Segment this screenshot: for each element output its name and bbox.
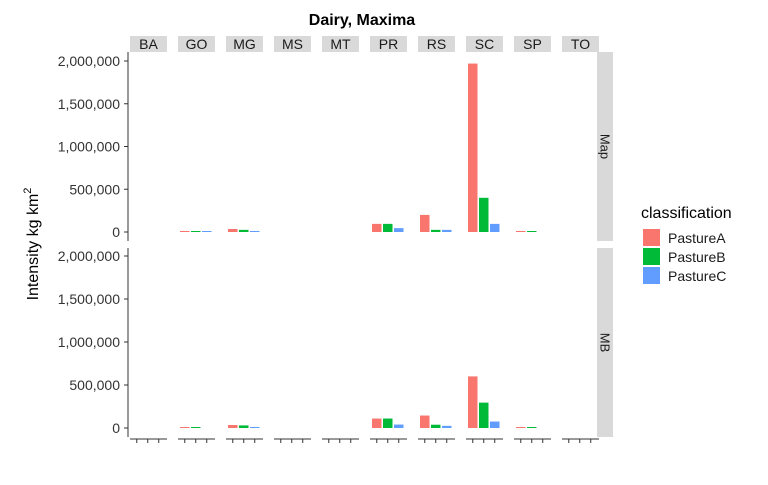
facet-label-PR: PR — [379, 36, 398, 52]
bar-Map-SC-PastureC — [490, 223, 500, 232]
legend-swatch-PastureC — [643, 267, 660, 284]
y-axis-label-superscript: 2 — [22, 188, 34, 194]
bar-MB-RS-PastureC — [442, 425, 452, 428]
bar-Map-MG-PastureA — [228, 229, 238, 232]
bar-MB-RS-PastureA — [420, 415, 430, 428]
y-tick-label: 0 — [112, 224, 120, 240]
y-tick-label: 1,000,000 — [58, 334, 120, 350]
bar-MB-RS-PastureB — [431, 424, 441, 428]
facet-label-GO: GO — [186, 36, 208, 52]
bar-MB-MG-PastureB — [239, 425, 249, 428]
facet-label-SC: SC — [475, 36, 494, 52]
bar-MB-MG-PastureA — [228, 424, 238, 428]
row-strip-MB — [597, 248, 613, 437]
legend-label-PastureB: PastureB — [668, 249, 726, 265]
y-axis-label-text: Intensity kg km — [25, 194, 42, 301]
bar-Map-PR-PastureC — [394, 228, 404, 232]
bar-MB-PR-PastureC — [394, 424, 404, 428]
bar-Map-MG-PastureB — [239, 229, 249, 232]
legend-swatch-PastureA — [643, 229, 660, 246]
legend-label-PastureA: PastureA — [668, 230, 726, 246]
bar-Map-SC-PastureA — [468, 63, 478, 232]
bar-MB-GO-PastureB — [191, 427, 201, 428]
bar-Map-RS-PastureC — [442, 229, 452, 232]
facet-label-MT: MT — [330, 36, 351, 52]
facet-strip-TO — [562, 36, 599, 52]
facet-strip-MS — [274, 36, 311, 52]
row-label-MB: MB — [598, 333, 613, 353]
facet-strip-GO — [178, 36, 215, 52]
bar-Map-GO-PastureA — [180, 231, 190, 232]
bar-MB-SC-PastureB — [479, 402, 489, 428]
facet-label-MS: MS — [282, 36, 303, 52]
y-tick-label: 1,500,000 — [58, 291, 120, 307]
facet-strip-SC — [466, 36, 503, 52]
y-tick-label: 1,500,000 — [58, 96, 120, 112]
facet-strip-BA — [130, 36, 167, 52]
legend-title: classification — [641, 205, 732, 222]
bar-MB-PR-PastureA — [372, 418, 382, 428]
bar-MB-SP-PastureA — [516, 427, 526, 428]
facet-strip-RS — [418, 36, 455, 52]
y-tick-label: 500,000 — [69, 377, 120, 393]
facet-label-SP: SP — [523, 36, 542, 52]
bar-Map-GO-PastureC — [202, 231, 212, 232]
bar-Map-SC-PastureB — [479, 197, 489, 232]
facet-strip-MT — [322, 36, 359, 52]
y-tick-label: 1,000,000 — [58, 139, 120, 155]
facet-label-RS: RS — [427, 36, 446, 52]
row-strip-Map — [597, 52, 613, 241]
bar-Map-SP-PastureA — [516, 231, 526, 232]
facet-label-BA: BA — [139, 36, 158, 52]
y-tick-label: 2,000,000 — [58, 248, 120, 264]
y-tick-label: 2,000,000 — [58, 53, 120, 69]
legend-label-PastureC: PastureC — [668, 268, 726, 284]
bar-Map-GO-PastureB — [191, 231, 201, 232]
y-axis-label: Intensity kg km2 — [22, 188, 42, 301]
bar-Map-PR-PastureB — [383, 223, 393, 232]
bar-MB-SC-PastureC — [490, 421, 500, 428]
chart-title: Dairy, Maxima — [309, 12, 416, 29]
bar-MB-SC-PastureA — [468, 376, 478, 428]
facet-strip-SP — [514, 36, 551, 52]
bar-MB-GO-PastureA — [180, 427, 190, 428]
bar-Map-PR-PastureA — [372, 223, 382, 232]
y-tick-label: 500,000 — [69, 181, 120, 197]
facet-label-MG: MG — [233, 36, 256, 52]
bar-Map-RS-PastureB — [431, 229, 441, 232]
facet-strip-MG — [226, 36, 263, 52]
facet-label-TO: TO — [571, 36, 590, 52]
bar-Map-RS-PastureA — [420, 214, 430, 232]
bar-Map-MG-PastureC — [250, 230, 260, 232]
y-tick-label: 0 — [112, 420, 120, 436]
legend-swatch-PastureB — [643, 248, 660, 265]
bar-MB-MG-PastureC — [250, 426, 260, 428]
facet-strip-PR — [370, 36, 407, 52]
bar-Map-SP-PastureB — [527, 231, 537, 232]
bar-MB-PR-PastureB — [383, 418, 393, 428]
row-label-Map: Map — [598, 134, 613, 159]
bar-MB-SP-PastureB — [527, 427, 537, 428]
